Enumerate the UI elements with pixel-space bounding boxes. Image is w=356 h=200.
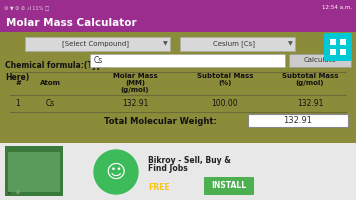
Text: (g/mol): (g/mol)	[296, 80, 324, 86]
Text: (MM): (MM)	[125, 80, 145, 86]
Text: Chemical formula:(Type
Here): Chemical formula:(Type Here)	[5, 61, 108, 82]
Text: Find Jobs: Find Jobs	[148, 164, 188, 173]
Text: #: #	[15, 80, 21, 86]
FancyBboxPatch shape	[330, 39, 336, 45]
Bar	[0, 0, 356, 15]
Text: 132.91: 132.91	[283, 116, 313, 125]
Text: ✕: ✕	[6, 190, 10, 195]
Text: 1: 1	[16, 99, 20, 108]
FancyBboxPatch shape	[204, 177, 254, 195]
Text: 132.91: 132.91	[297, 99, 323, 108]
Text: Molar Mass: Molar Mass	[112, 73, 157, 79]
FancyBboxPatch shape	[324, 33, 352, 61]
Text: Cs: Cs	[45, 99, 54, 108]
FancyBboxPatch shape	[330, 49, 336, 55]
Text: [Select Compound]: [Select Compound]	[62, 41, 129, 47]
Text: (g/mol): (g/mol)	[121, 87, 149, 93]
Bar	[0, 15, 356, 32]
Bar	[0, 32, 356, 200]
Bar	[8, 152, 60, 192]
Text: 132.91: 132.91	[122, 99, 148, 108]
Text: Cs: Cs	[94, 56, 103, 65]
FancyBboxPatch shape	[340, 39, 346, 45]
Text: Subtotal Mass: Subtotal Mass	[282, 73, 338, 79]
FancyBboxPatch shape	[289, 54, 351, 67]
FancyBboxPatch shape	[90, 54, 285, 67]
Text: Cesium [Cs]: Cesium [Cs]	[213, 41, 255, 47]
Text: 100.00: 100.00	[212, 99, 238, 108]
Text: Calculate: Calculate	[304, 58, 336, 64]
Text: Atom: Atom	[40, 80, 61, 86]
Bar	[5, 146, 63, 196]
Text: ⚙ ▼ ① ⊘ .ıl 11% □: ⚙ ▼ ① ⊘ .ıl 11% □	[4, 5, 49, 10]
FancyBboxPatch shape	[180, 37, 295, 51]
Text: Bikroy - Sell, Buy &: Bikroy - Sell, Buy &	[148, 156, 231, 165]
Text: Total Molecular Weight:: Total Molecular Weight:	[104, 116, 216, 126]
Text: ▼: ▼	[163, 42, 167, 46]
Text: Molar Mass Calculator: Molar Mass Calculator	[6, 19, 137, 28]
Circle shape	[94, 150, 138, 194]
FancyBboxPatch shape	[248, 114, 348, 127]
FancyBboxPatch shape	[340, 49, 346, 55]
Text: ⊕: ⊕	[16, 190, 20, 195]
Text: INSTALL: INSTALL	[211, 182, 247, 190]
Text: ▼: ▼	[288, 42, 292, 46]
Text: FREE: FREE	[148, 184, 169, 192]
Text: Subtotal Mass: Subtotal Mass	[197, 73, 253, 79]
Bar	[0, 143, 356, 200]
FancyBboxPatch shape	[25, 37, 170, 51]
Text: (%): (%)	[218, 80, 232, 86]
Text: 12:54 a.m.: 12:54 a.m.	[322, 5, 352, 10]
Text: ☺: ☺	[106, 162, 126, 182]
